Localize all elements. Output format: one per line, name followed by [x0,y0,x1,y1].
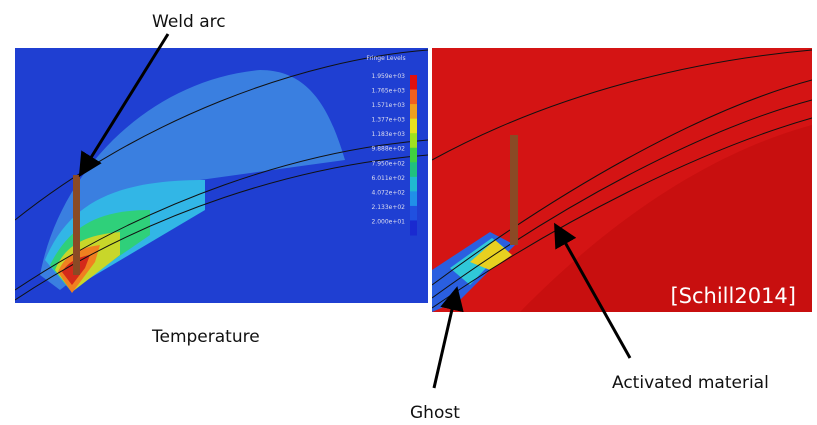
legend-swatch [410,75,417,90]
legend-swatch [410,104,417,119]
ghost-label: Ghost [410,403,460,423]
legend-label: 1.765e+03 [371,88,405,95]
legend-label: 9.888e+02 [371,146,405,153]
legend-label: 7.950e+02 [371,160,405,167]
legend-label: 1.183e+03 [371,131,405,138]
legend-swatch [410,162,417,177]
legend-label: 1.571e+03 [371,102,405,109]
figure: Fringe Levels 1.959e+03 1.765e+03 1.571e+0… [0,0,817,425]
legend-swatch [410,220,417,235]
legend-label: 2.000e+01 [371,218,405,225]
weld-arc-label: Weld arc [152,12,226,32]
legend-swatch [410,148,417,163]
temperature-image: Fringe Levels 1.959e+03 1.765e+03 1.571e+0… [15,48,428,303]
legend-swatch [410,191,417,206]
legend-swatch [410,206,417,221]
legend-swatch [410,90,417,105]
legend-label: 4.072e+02 [371,189,405,196]
legend-title: Fringe Levels [366,55,405,62]
legend-swatch [410,133,417,148]
legend-swatch [410,119,417,134]
legend-label: 1.377e+03 [371,117,405,124]
activated-label: Activated material [612,373,769,393]
legend-label: 2.133e+02 [371,204,405,211]
temperature-label: Temperature [151,327,260,347]
legend-swatch [410,177,417,192]
legend-label: 1.959e+03 [371,73,405,80]
activation-image: [Schill2014] [432,48,812,312]
legend-label: 6.011e+02 [371,175,405,182]
citation: [Schill2014] [670,284,796,308]
